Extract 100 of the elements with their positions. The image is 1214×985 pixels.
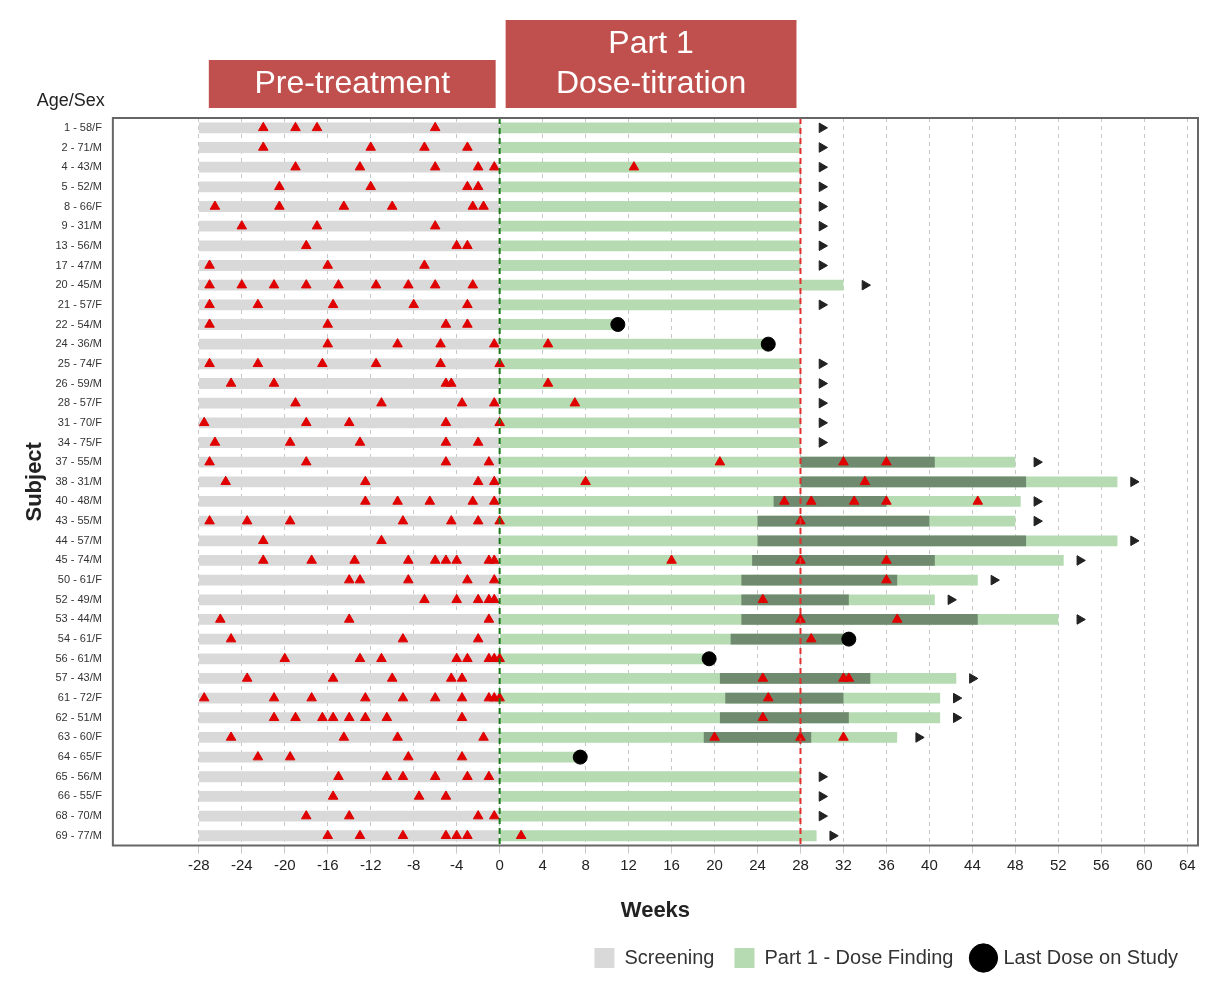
bar — [198, 338, 500, 350]
x-tick-label: 40 — [921, 855, 938, 873]
bar — [198, 673, 500, 684]
y-tick-label: 65 - 56/M — [55, 769, 102, 782]
bar — [741, 594, 849, 606]
x-tick-label: -28 — [187, 855, 210, 873]
bar — [500, 260, 801, 271]
bar — [198, 142, 500, 153]
y-tick-label: 43 - 55/M — [55, 514, 102, 527]
bar — [500, 437, 801, 448]
point — [701, 651, 717, 667]
y-axis-title: Subject — [21, 441, 47, 522]
bar — [198, 535, 500, 547]
point — [818, 810, 828, 822]
point — [1033, 515, 1043, 527]
point — [818, 181, 828, 193]
point — [953, 692, 963, 704]
point — [1076, 614, 1086, 625]
point — [818, 397, 828, 409]
bar — [198, 751, 500, 763]
point — [818, 791, 828, 802]
bar — [198, 378, 500, 389]
point — [818, 220, 828, 232]
point — [818, 161, 828, 173]
bar — [198, 633, 500, 645]
y-tick-label: 9 - 31/M — [61, 219, 102, 232]
bar — [500, 201, 801, 212]
x-tick-label: 8 — [581, 855, 590, 873]
point — [829, 830, 839, 842]
x-tick-label: 48 — [1007, 855, 1024, 873]
y-tick-label: 31 - 70/F — [57, 415, 103, 428]
y-tick-label: 64 - 65/F — [57, 750, 103, 763]
point — [1033, 456, 1043, 468]
point — [818, 417, 828, 429]
point — [818, 122, 828, 134]
bar — [198, 732, 500, 743]
bar — [198, 791, 500, 802]
bar — [198, 220, 500, 232]
y-tick-label: 17 - 47/M — [55, 258, 102, 271]
y-tick-label: 4 - 43/M — [61, 160, 102, 173]
y-tick-label: 1 - 58/F — [63, 120, 103, 133]
y-tick-label: 44 - 57/M — [55, 533, 102, 546]
point — [818, 142, 828, 153]
x-tick-label: 36 — [878, 855, 895, 873]
bar — [741, 574, 898, 586]
y-tick-label: 45 - 74/M — [55, 553, 102, 566]
bar — [757, 535, 1027, 547]
y-tick-label: 22 - 54/M — [55, 317, 102, 330]
x-tick-label: 28 — [792, 855, 809, 873]
point — [818, 358, 828, 370]
bar — [500, 240, 801, 252]
text: Pre-treatment — [254, 63, 451, 100]
legend-label: Last Dose on Study — [1003, 945, 1179, 968]
point — [861, 279, 871, 291]
bar — [500, 142, 801, 153]
bar — [500, 181, 801, 193]
point — [818, 437, 828, 448]
point — [818, 260, 828, 271]
x-tick-label: 24 — [749, 855, 766, 873]
bar — [500, 122, 801, 134]
x-tick-label: -12 — [359, 855, 382, 873]
y-tick-label: 5 - 52/M — [61, 179, 102, 192]
y-tick-label: 57 - 43/M — [55, 671, 102, 684]
bar — [741, 614, 978, 625]
bar — [500, 830, 817, 842]
point — [1130, 476, 1140, 488]
y-tick-label: 38 - 31/M — [55, 474, 102, 487]
bar — [198, 181, 500, 193]
y-tick-label: 40 - 48/M — [55, 494, 102, 507]
bar — [500, 279, 844, 291]
y-tick-label: 28 - 57/F — [57, 396, 103, 409]
point — [818, 771, 828, 783]
y-tick-label: 2 - 71/M — [61, 140, 102, 153]
x-tick-label: 0 — [495, 855, 504, 873]
bar — [500, 791, 801, 802]
y-tick-label: 13 - 56/M — [55, 238, 102, 251]
point — [1076, 555, 1086, 566]
point — [610, 316, 626, 332]
point — [953, 712, 963, 724]
x-axis-title: Weeks — [620, 896, 691, 922]
point — [1130, 535, 1140, 547]
x-tick-label: 4 — [538, 855, 547, 873]
y-tick-label: 53 - 44/M — [55, 612, 102, 625]
x-tick-label: -8 — [407, 855, 421, 873]
x-tick-label: -16 — [316, 855, 339, 873]
point — [990, 574, 1000, 586]
x-tick-label: 52 — [1049, 855, 1067, 873]
y-tick-label: 24 - 36/M — [55, 337, 102, 350]
x-tick-label: -24 — [230, 855, 253, 873]
bar — [198, 397, 500, 409]
point — [818, 299, 828, 311]
y-tick-label: 66 - 55/F — [57, 789, 103, 802]
y-tick-label: 50 - 61/F — [57, 573, 103, 586]
y-tick-label: 54 - 61/F — [57, 632, 103, 645]
bar — [198, 240, 500, 252]
y-tick-label: 69 - 77/M — [55, 828, 102, 841]
bar — [800, 476, 1027, 488]
y-tick-label: 56 - 61/M — [55, 651, 102, 664]
y-tick-label: 8 - 66/F — [63, 199, 103, 212]
y-tick-label: 52 - 49/M — [55, 592, 102, 605]
